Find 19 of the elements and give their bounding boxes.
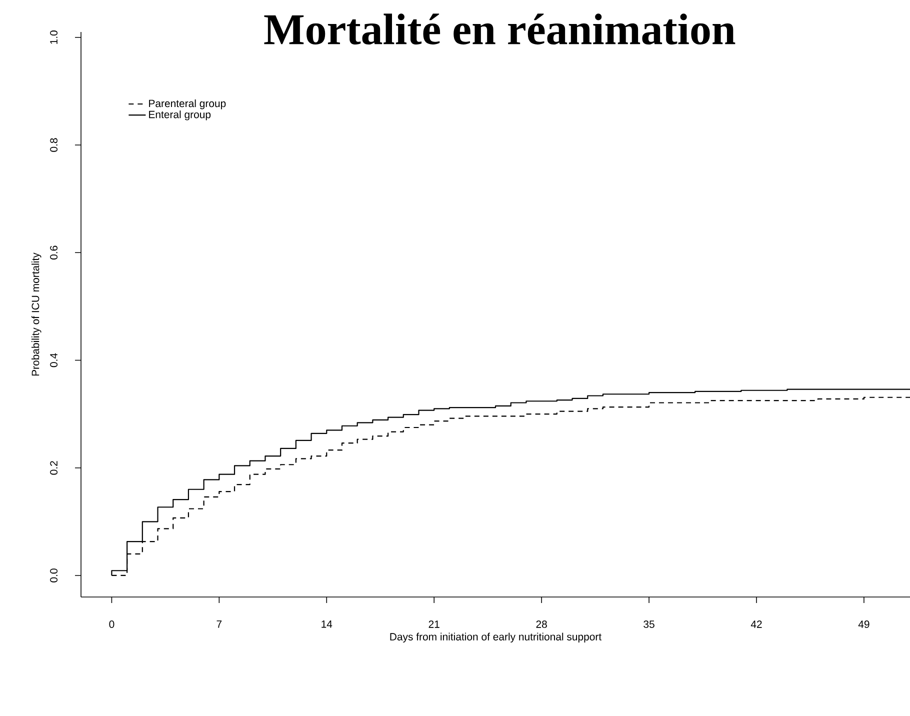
y-tick-label: 0.4	[50, 353, 58, 368]
y-tick-label: 1.0	[50, 30, 58, 44]
y-tick-label: 0.2	[50, 461, 58, 475]
y-tick-label: 0.0	[50, 568, 58, 582]
x-axis-title: Days from initiation of early nutritional support	[390, 632, 602, 643]
y-axis-title: Probability of ICU mortality	[31, 252, 42, 376]
x-tick-label: 21	[428, 620, 440, 628]
y-tick-label: 0.6	[50, 246, 58, 260]
legend-label: Enteral group	[149, 110, 211, 120]
x-tick-label: 28	[536, 620, 547, 628]
legend-label: Parenteral group	[149, 99, 226, 110]
x-tick-label: 7	[216, 620, 222, 628]
chart-title: Mortalité en réanimation	[264, 14, 736, 44]
y-tick-label: 0.8	[50, 138, 58, 152]
x-tick-label: 42	[750, 620, 762, 628]
x-tick-label: 49	[858, 620, 870, 628]
x-tick-label: 35	[644, 620, 654, 628]
x-tick-label: 14	[322, 620, 332, 628]
x-tick-label: 0	[109, 620, 114, 628]
